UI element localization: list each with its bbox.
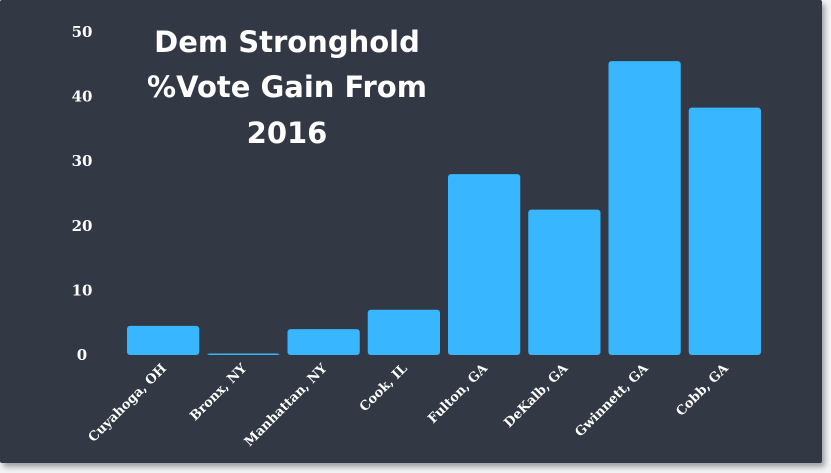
x-tick-label: Cook, IL [357,361,411,415]
bar [207,353,280,355]
bar [127,325,200,355]
chart-title: Dem Stronghold %Vote Gain From 2016 [147,25,427,150]
bar [287,329,360,355]
chart-title-line-2: %Vote Gain From [147,70,427,104]
bar [528,209,601,355]
bar [688,107,761,355]
y-tick-label: 10 [72,281,93,299]
bars [127,61,761,355]
y-tick-label: 20 [72,217,93,235]
x-tick-label: Cobb, GA [673,361,732,420]
y-tick-label: 50 [72,23,93,41]
x-tick-label: Bronx, NY [187,361,250,424]
bar [608,61,681,355]
x-tick-label: DeKalb, GA [502,361,572,431]
chart-title-line-1: Dem Stronghold [154,25,420,59]
x-tick-label: Gwinnett, GA [573,361,653,441]
bar [367,309,440,355]
bar [448,174,521,355]
y-tick-label: 30 [72,152,93,170]
bar-chart: Dem Stronghold %Vote Gain From 2016 0 10 2… [72,23,761,450]
x-tick-label: Manhattan, NY [242,361,331,450]
y-tick-label: 0 [77,346,87,364]
x-tick-label: Cuyahoga, OH [86,361,170,445]
chart-title-line-3: 2016 [247,116,328,150]
x-tick-label: Fulton, GA [425,361,491,427]
y-axis: 0 10 20 30 40 50 [72,23,93,364]
y-tick-label: 40 [72,88,93,106]
chart-panel: Dem Stronghold %Vote Gain From 2016 0 10 2… [0,0,822,463]
